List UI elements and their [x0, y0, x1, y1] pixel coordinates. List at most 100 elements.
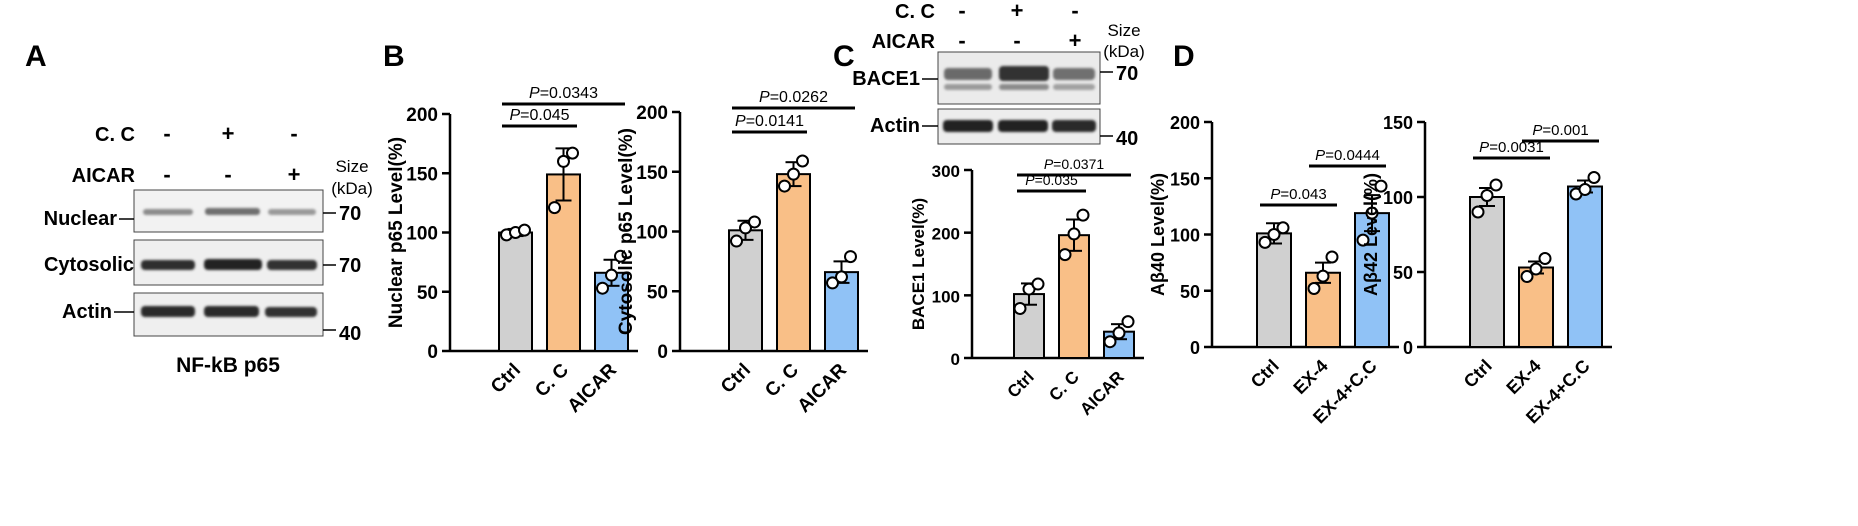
y-tick-label: 200: [406, 105, 438, 126]
data-point: [1374, 179, 1388, 193]
data-point: [518, 223, 531, 237]
category-label: AICAR: [794, 359, 852, 417]
data-point: [1587, 171, 1601, 184]
y-tick-label: 50: [647, 282, 668, 303]
p-value-label: P=0.0031: [1479, 139, 1544, 156]
band-label-bace1: BACE1: [852, 68, 920, 90]
data-point: [1058, 248, 1072, 262]
data-point: [548, 201, 561, 215]
data-point: [596, 281, 609, 295]
category-label: C. C: [531, 359, 573, 401]
data-point: [730, 234, 743, 248]
data-point: [787, 167, 800, 181]
y-axis-label: Cytosolic p65 Level(%): [616, 128, 637, 335]
bar-chart: 0 50 100 150 200 Nuclear p65 Level(%) Ctrl C. C…: [386, 85, 638, 417]
bar: [1305, 271, 1341, 348]
category-label: Ctrl: [1247, 356, 1283, 392]
blot-bands-cytosolic: [141, 259, 317, 270]
category-label: Ctrl: [717, 360, 755, 398]
data-point: [1316, 269, 1330, 283]
treatment-sign: -: [1013, 28, 1020, 53]
bar-chart: 0 50 100 150 200 Cytosolic p65 Level(%) Ctrl C.…: [616, 89, 868, 417]
y-tick-label: 100: [932, 287, 960, 306]
panel-label-c: C: [833, 40, 855, 73]
data-point: [1076, 208, 1090, 222]
category-label: C. C: [761, 359, 803, 401]
y-tick-label: 200: [636, 103, 668, 124]
data-point: [1067, 227, 1081, 241]
bar: [728, 229, 763, 352]
treatment-sign: -: [958, 28, 965, 53]
blot-bands-actin-c: [943, 120, 1096, 132]
size-label: Size: [335, 157, 368, 176]
treatment-sign: -: [163, 162, 170, 187]
p-value-label: P=0.0371: [1044, 156, 1105, 172]
data-point: [1520, 270, 1534, 283]
category-label: Ctrl: [1460, 356, 1496, 392]
category-label: EX-4: [1289, 356, 1331, 398]
mw-marker: 40: [1116, 128, 1138, 150]
p-value-label: P=0.0444: [1315, 147, 1380, 164]
treatment-label: AICAR: [872, 31, 936, 53]
bar: [1567, 185, 1603, 348]
y-tick-label: 150: [406, 164, 438, 185]
data-point: [1258, 235, 1272, 249]
treatment-sign: +: [288, 162, 301, 187]
data-point: [1013, 301, 1027, 315]
treatment-sign: -: [958, 0, 965, 23]
data-point: [1480, 189, 1494, 202]
category-label: Ctrl: [1004, 367, 1038, 401]
y-tick-label: 300: [932, 162, 960, 181]
mw-marker: 70: [339, 203, 361, 225]
treatment-sign: -: [290, 121, 297, 146]
treatment-label: C. C: [95, 124, 135, 146]
y-tick-label: 100: [636, 223, 668, 244]
band-label-nuclear: Nuclear: [44, 208, 118, 230]
band-label-actin: Actin: [62, 301, 112, 323]
p-value-label: P=0.0343: [529, 85, 598, 102]
y-tick-label: 150: [1170, 169, 1200, 189]
panel-label-b: B: [383, 40, 405, 73]
band-label-cytosolic: Cytosolic: [44, 254, 134, 276]
treatment-sign: -: [163, 121, 170, 146]
band-label-actin-c: Actin: [870, 115, 920, 137]
blot-bands-actin: [141, 306, 317, 317]
y-axis-label: Aβ40 Level(%): [1148, 173, 1168, 296]
data-point: [1578, 183, 1592, 196]
y-tick-label: 0: [951, 350, 960, 369]
p-value-label: P=0.0141: [735, 113, 804, 130]
y-tick-label: 200: [932, 225, 960, 244]
blot-panel-a: C. C - + - AICAR - - + Size (kDa) Nuclea…: [44, 121, 373, 377]
y-axis-label: Aβ42 Level(%): [1361, 173, 1381, 296]
p-value-label: P=0.043: [1270, 186, 1326, 203]
mw-marker: 70: [1116, 63, 1138, 85]
data-point: [1112, 326, 1126, 340]
blot-caption: NF-kB p65: [176, 354, 280, 377]
y-tick-label: 150: [1383, 113, 1413, 133]
data-point: [1471, 205, 1485, 219]
category-label: C. C: [1045, 367, 1082, 404]
data-point: [844, 250, 857, 264]
data-point: [1031, 277, 1045, 291]
data-point: [1356, 233, 1370, 247]
p-value-label: P=0.0262: [759, 89, 828, 106]
data-point: [614, 249, 627, 263]
p-value-label: P=0.001: [1532, 122, 1588, 139]
treatment-sign: -: [224, 162, 231, 187]
data-point: [1307, 282, 1321, 295]
y-axis-label: BACE1 Level(%): [909, 198, 928, 330]
size-label: Size: [1107, 21, 1140, 40]
category-label: Ctrl: [487, 360, 525, 398]
blot-bands-bace1: [944, 66, 1095, 90]
panel-label-d: D: [1173, 40, 1195, 73]
treatment-sign: +: [222, 121, 235, 146]
data-point: [605, 268, 618, 282]
y-tick-label: 50: [1393, 263, 1413, 283]
y-tick-label: 100: [1170, 226, 1200, 246]
treatment-sign: +: [1011, 0, 1024, 23]
data-point: [826, 276, 839, 290]
panel-label-a: A: [25, 40, 47, 73]
bar: [1469, 196, 1505, 348]
mw-marker: 40: [339, 323, 361, 345]
